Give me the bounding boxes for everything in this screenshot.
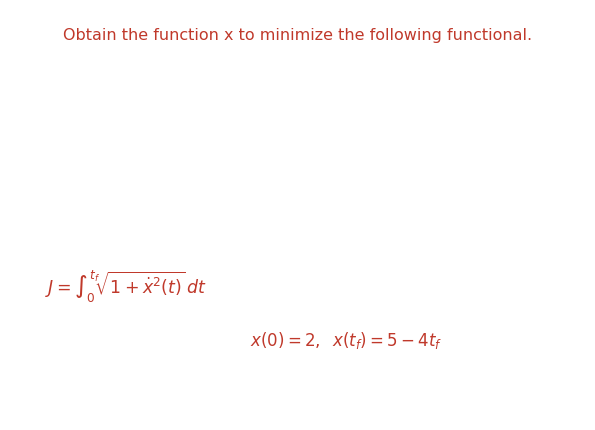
- Text: $J = \int_0^{t_f} \!\sqrt{1 + \dot{x}^2(t)}\,dt$: $J = \int_0^{t_f} \!\sqrt{1 + \dot{x}^2(…: [45, 268, 206, 304]
- Text: Obtain the function x to minimize the following functional.: Obtain the function x to minimize the fo…: [63, 28, 532, 43]
- Text: $x(0) = 2,\;\; x(t_f) = 5 - 4t_f$: $x(0) = 2,\;\; x(t_f) = 5 - 4t_f$: [250, 329, 442, 350]
